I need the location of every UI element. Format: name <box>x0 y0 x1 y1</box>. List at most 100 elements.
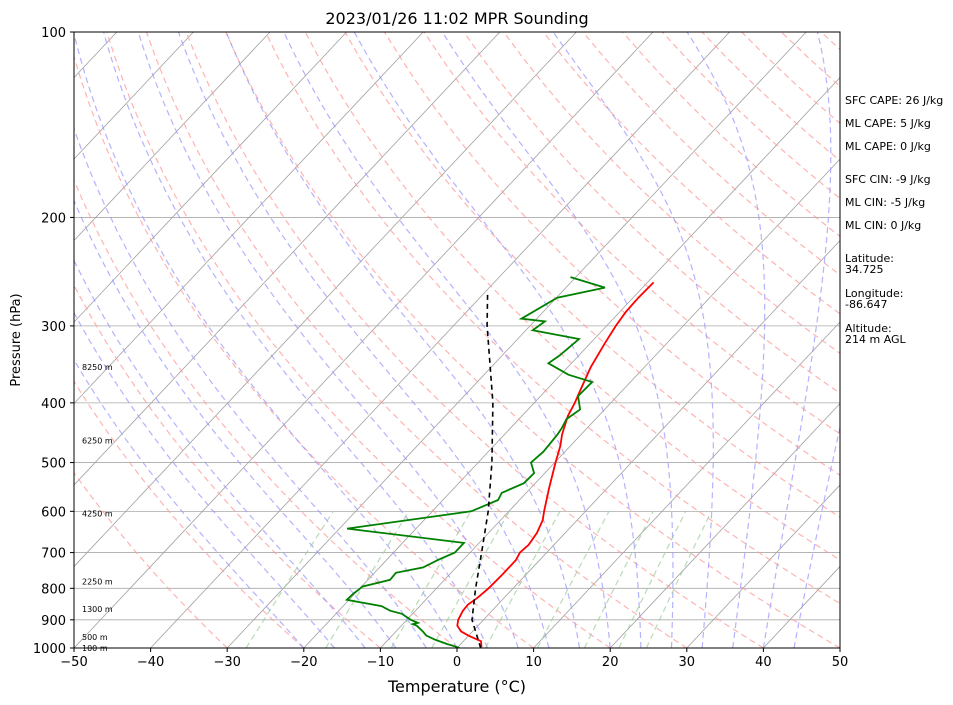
x-tick-label: 0 <box>453 655 461 670</box>
dry-adiabat-line <box>304 32 840 561</box>
background-lines <box>74 32 840 648</box>
chart-title: 2023/01/26 11:02 MPR Sounding <box>325 9 588 28</box>
moist-adiabat-line <box>137 32 519 648</box>
moist-adiabat-line <box>225 32 581 648</box>
x-tick-label: 10 <box>525 655 542 670</box>
moist-adiabat-line <box>441 32 674 648</box>
sounding-annotations: SFC CAPE: 26 J/kg ML CAPE: 5 J/kg ML CAPE:… <box>845 94 943 346</box>
sounding-series <box>344 276 655 648</box>
height-label: 1300 m <box>82 605 113 614</box>
height-label: 2250 m <box>82 578 113 587</box>
mixing-ratio-line <box>390 510 472 648</box>
annotation-text: Altitude: 214 m AGL <box>845 322 907 346</box>
isotherm-line <box>609 402 840 648</box>
dry-adiabat-line <box>225 32 840 648</box>
moist-adiabat-line <box>283 32 611 648</box>
annotation-text: SFC CIN: -9 J/kg <box>845 173 931 186</box>
dry-adiabat-line <box>344 32 840 518</box>
x-tick-label: 40 <box>755 655 772 670</box>
height-label: 500 m <box>82 633 108 642</box>
isotherm-line <box>74 32 501 486</box>
moist-adiabat-line <box>74 32 458 648</box>
moist-adiabat-line <box>74 259 366 648</box>
y-tick-label: 600 <box>41 505 66 520</box>
isotherm-line <box>533 321 840 648</box>
x-tick-label: 20 <box>602 655 619 670</box>
x-tick-label: −20 <box>290 655 317 670</box>
y-tick-label: 300 <box>41 320 66 335</box>
annotation-text: ML CIN: 0 J/kg <box>845 219 921 232</box>
y-tick-label: 500 <box>41 457 66 472</box>
parcel-line <box>471 292 494 648</box>
mixing-ratio-line <box>618 511 687 648</box>
isotherm-line <box>456 239 840 648</box>
x-axis-label: Temperature (°C) <box>387 677 526 696</box>
moist-adiabat-line <box>793 424 840 648</box>
mixing-ratio-line <box>245 510 334 648</box>
moist-adiabat-line <box>552 32 714 648</box>
moist-adiabat-line <box>103 32 489 648</box>
mixing-ratio-line <box>583 511 654 648</box>
isotherm-line <box>303 76 840 648</box>
annotation-text: ML CAPE: 5 J/kg <box>845 117 931 130</box>
moist-adiabat-line <box>177 32 550 648</box>
isotherm-line <box>380 158 840 648</box>
mixing-ratio-line <box>645 511 712 648</box>
annotation-text: ML CAPE: 0 J/kg <box>845 140 931 153</box>
dry-adiabat-line <box>74 178 458 648</box>
height-label: 4250 m <box>82 510 113 519</box>
x-tick-label: 30 <box>679 655 696 670</box>
mixing-ratio-line <box>325 510 410 648</box>
moist-adiabat-line <box>686 32 766 648</box>
y-tick-label: 400 <box>41 397 66 412</box>
plot-area <box>74 32 840 648</box>
isotherm-line <box>74 32 424 405</box>
x-tick-label: −30 <box>213 655 240 670</box>
dry-adiabat-line <box>185 32 764 648</box>
height-label: 8250 m <box>82 363 113 372</box>
x-tick-label: 50 <box>832 655 849 670</box>
dewpoint-line <box>344 276 606 648</box>
x-tick-label: −40 <box>137 655 164 670</box>
y-tick-label: 700 <box>41 547 66 562</box>
dry-adiabat-line <box>264 32 840 605</box>
annotation-text: SFC CAPE: 26 J/kg <box>845 94 943 107</box>
y-tick-label: 1000 <box>33 642 66 657</box>
moist-adiabat-line <box>74 126 427 648</box>
annotation-text: ML CIN: -5 J/kg <box>845 196 925 209</box>
annotation-text: Latitude: 34.725 <box>845 252 894 276</box>
isotherm-line <box>150 32 730 648</box>
isotherm-line <box>686 484 840 648</box>
isotherm-line <box>74 32 271 242</box>
mixing-ratio-line <box>536 511 610 648</box>
isotherm-line <box>74 32 347 323</box>
x-tick-label: −50 <box>60 655 87 670</box>
dry-adiabat-line <box>383 32 840 476</box>
y-tick-label: 100 <box>41 26 66 41</box>
x-tick-label: −10 <box>367 655 394 670</box>
moist-adiabat-line <box>762 32 832 648</box>
moist-adiabat-line <box>74 199 397 648</box>
dry-adiabat-line <box>74 54 534 648</box>
isotherm-line <box>74 32 194 160</box>
dry-adiabat-line <box>74 471 228 648</box>
y-tick-label: 800 <box>41 582 66 597</box>
height-label: 6250 m <box>82 436 113 445</box>
moist-adiabat-line <box>353 32 642 648</box>
moist-adiabat-line <box>74 311 335 648</box>
dry-adiabat-line <box>542 32 840 315</box>
y-tick-label: 900 <box>41 614 66 629</box>
dry-adiabat-line <box>74 283 381 648</box>
height-labels: 100 m 500 m 1300 m 2250 m 4250 m 6250 m 8250 m <box>82 363 113 653</box>
dry-adiabat-line <box>106 32 611 648</box>
height-label: 100 m <box>82 644 108 653</box>
annotation-text: Longitude: -86.647 <box>845 287 903 311</box>
dry-adiabat-line <box>74 380 305 648</box>
temperature-line <box>456 281 655 648</box>
y-tick-label: 200 <box>41 211 66 226</box>
axes: −50 −40 −30 −20 −10 0 10 20 30 40 50 1000 900 800 700 6… <box>33 26 848 670</box>
isotherm-line <box>226 32 807 648</box>
y-axis-label: Pressure (hPa) <box>9 293 24 386</box>
mixing-ratio-line <box>484 511 561 648</box>
